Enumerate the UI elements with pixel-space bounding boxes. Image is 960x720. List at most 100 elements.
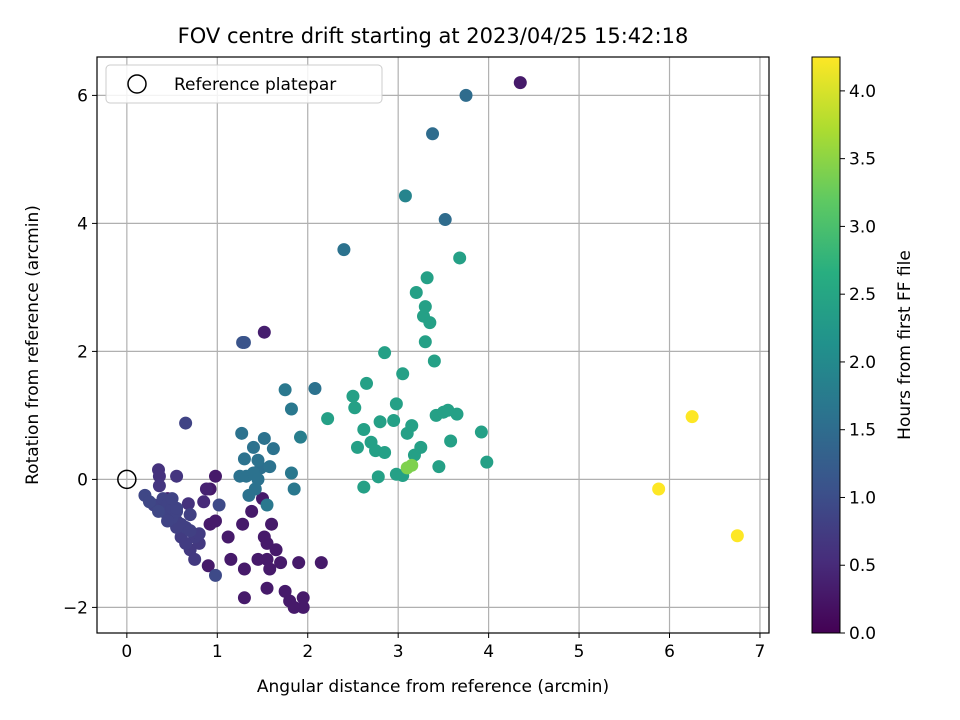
data-point <box>224 552 238 566</box>
data-point <box>260 498 274 512</box>
data-point <box>314 556 328 570</box>
data-point <box>348 401 362 415</box>
data-point <box>237 452 251 466</box>
data-point <box>208 568 222 582</box>
data-point <box>296 591 310 605</box>
data-point <box>480 455 494 469</box>
data-point <box>513 76 527 90</box>
data-point <box>188 552 202 566</box>
grid-lines <box>97 57 769 633</box>
data-point <box>378 446 392 460</box>
data-point <box>373 415 387 429</box>
data-points <box>138 76 744 614</box>
data-point <box>161 514 175 528</box>
data-point <box>450 407 464 421</box>
data-point <box>278 383 292 397</box>
colorbar-tick-label: 2.5 <box>849 285 876 305</box>
x-tick-label: 5 <box>574 642 585 662</box>
data-point <box>152 479 166 493</box>
data-point <box>287 482 301 496</box>
data-point <box>246 440 260 454</box>
legend-open-circle-icon <box>127 74 147 94</box>
data-point <box>346 389 360 403</box>
x-tick-label: 1 <box>212 642 223 662</box>
data-point <box>423 316 437 330</box>
colorbar-ticks: 0.0 0.5 1.0 1.5 2.0 2.5 3.0 3.5 4.0 <box>840 82 876 644</box>
data-point <box>308 382 322 396</box>
data-point <box>474 425 488 439</box>
data-point <box>237 335 251 349</box>
data-point <box>142 495 156 509</box>
colorbar-tick-label: 0.5 <box>849 556 876 576</box>
data-point <box>405 419 419 433</box>
data-point <box>409 286 423 300</box>
data-point <box>152 504 166 518</box>
x-axis-label: Angular distance from reference (arcmin) <box>257 677 609 697</box>
reference-point <box>117 469 137 490</box>
y-tick-label: 0 <box>77 470 88 490</box>
y-tick-label: 6 <box>77 86 88 106</box>
data-point <box>197 495 211 509</box>
data-point <box>179 536 193 550</box>
data-point <box>212 498 226 512</box>
data-point <box>263 460 277 474</box>
colorbar-tick-label: 2.0 <box>849 353 876 373</box>
data-point <box>201 559 215 573</box>
data-point <box>730 529 744 543</box>
data-point <box>371 470 385 484</box>
colorbar-tick-label: 3.0 <box>849 217 876 237</box>
data-point <box>292 556 306 570</box>
data-point <box>221 530 235 544</box>
chart-title: FOV centre drift starting at 2023/04/25 … <box>178 24 689 48</box>
data-point <box>152 469 166 483</box>
reference-marker <box>117 469 137 490</box>
colorbar: 0.0 0.5 1.0 1.5 2.0 2.5 3.0 3.5 4.0 Hours from f… <box>811 56 915 644</box>
data-point <box>337 243 351 257</box>
data-point <box>444 434 458 448</box>
colorbar-tick-label: 0.0 <box>849 624 876 644</box>
data-point <box>418 335 432 349</box>
colorbar-tick-label: 3.5 <box>849 150 876 170</box>
data-point <box>685 410 699 424</box>
data-point <box>357 422 371 436</box>
plot-frame <box>96 56 770 634</box>
data-point <box>260 536 274 550</box>
data-point <box>165 492 179 506</box>
data-point <box>414 440 428 454</box>
data-point <box>251 472 265 486</box>
y-tick-label: 2 <box>77 342 88 362</box>
data-point <box>257 325 271 339</box>
data-point <box>181 497 195 511</box>
data-point <box>287 600 301 614</box>
data-point <box>350 440 364 454</box>
data-point <box>389 397 403 411</box>
x-tick-label: 4 <box>483 642 494 662</box>
data-point <box>274 556 288 570</box>
data-point <box>284 466 298 480</box>
data-point <box>357 480 371 494</box>
data-point <box>269 543 283 557</box>
data-point <box>183 508 197 522</box>
x-tick-label: 2 <box>302 642 313 662</box>
data-point <box>296 600 310 614</box>
data-point <box>432 460 446 474</box>
data-point <box>652 482 666 496</box>
colorbar-tick-label: 1.5 <box>849 421 876 441</box>
data-point <box>233 469 247 483</box>
x-tick-label: 3 <box>393 642 404 662</box>
data-point <box>266 442 280 456</box>
data-point <box>179 416 193 430</box>
legend-entry-label: Reference platepar <box>174 75 336 95</box>
data-point <box>260 581 274 595</box>
data-point <box>321 412 335 426</box>
x-tick-label: 0 <box>121 642 132 662</box>
data-point <box>360 376 374 390</box>
y-axis-ticks: −2 0 2 4 6 <box>63 86 97 618</box>
data-point <box>236 517 250 531</box>
data-point <box>183 524 197 538</box>
y-tick-label: −2 <box>63 598 88 618</box>
data-point <box>293 430 307 444</box>
data-point <box>251 453 265 467</box>
data-point <box>208 514 222 528</box>
